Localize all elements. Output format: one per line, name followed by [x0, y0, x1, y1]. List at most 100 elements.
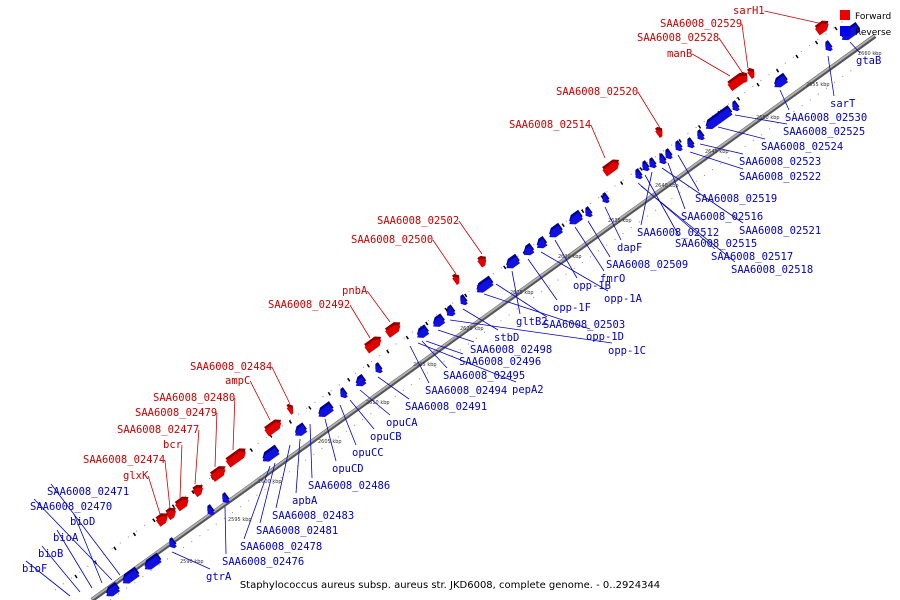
gene-label-sart[interactable]: sarT: [830, 98, 856, 110]
reverse-gene-block[interactable]: [119, 566, 141, 587]
gene-label-saa6008-02509[interactable]: SAA6008_02509: [606, 259, 688, 271]
gene-label-fmro[interactable]: fmrO: [600, 273, 625, 285]
reverse-gene-block[interactable]: [672, 140, 684, 153]
gene-label-bcr[interactable]: bcr: [163, 439, 182, 451]
gene-label-saa6008-02478[interactable]: SAA6008_02478: [240, 541, 322, 553]
forward-gene-block[interactable]: [164, 505, 179, 521]
forward-gene-block[interactable]: [285, 402, 296, 415]
reverse-gene-block[interactable]: [352, 373, 367, 389]
reverse-gene-block[interactable]: [646, 157, 658, 170]
reverse-gene-block[interactable]: [546, 222, 565, 241]
gene-label-saa6008-02503[interactable]: SAA6008_02503: [543, 319, 625, 331]
gene-label-saa6008-02498[interactable]: SAA6008_02498: [470, 344, 552, 356]
gene-label-opucd[interactable]: opuCD: [332, 463, 364, 475]
gene-label-saa6008-02476[interactable]: SAA6008_02476: [222, 556, 304, 568]
reverse-gene-block[interactable]: [822, 40, 834, 53]
gene-label-saa6008-02470[interactable]: SAA6008_02470: [30, 501, 112, 513]
forward-gene-block[interactable]: [451, 272, 463, 285]
forward-gene-block[interactable]: [746, 66, 758, 79]
gene-label-saa6008-02492[interactable]: SAA6008_02492: [268, 299, 350, 311]
forward-gene-block[interactable]: [191, 482, 206, 498]
forward-gene-block[interactable]: [814, 18, 833, 36]
gene-label-saa6008-02529[interactable]: SAA6008_02529: [660, 18, 742, 30]
reverse-gene-block[interactable]: [413, 324, 430, 340]
reverse-gene-block[interactable]: [662, 148, 674, 161]
reverse-gene-block[interactable]: [684, 137, 696, 150]
reverse-gene-block[interactable]: [443, 304, 457, 319]
reverse-gene-block[interactable]: [632, 168, 644, 181]
gene-label-dapf[interactable]: dapF: [617, 242, 642, 254]
gene-label-saa6008-02517[interactable]: SAA6008_02517: [711, 251, 793, 263]
gene-label-biof[interactable]: bioF: [22, 563, 47, 575]
gene-label-saa6008-02477[interactable]: SAA6008_02477: [117, 424, 199, 436]
gene-label-gtab[interactable]: gtaB: [856, 55, 881, 67]
reverse-gene-block[interactable]: [520, 242, 535, 258]
reverse-gene-block[interactable]: [473, 275, 495, 296]
reverse-gene-block[interactable]: [429, 313, 446, 329]
gene-label-saa6008-02495[interactable]: SAA6008_02495: [443, 370, 525, 382]
reverse-gene-block[interactable]: [694, 129, 706, 142]
reverse-gene-block[interactable]: [656, 153, 668, 166]
gene-label-opp-1a[interactable]: opp-1A: [604, 293, 643, 305]
gene-label-gltb2[interactable]: gltB2: [516, 316, 548, 328]
gene-label-opucc[interactable]: opuCC: [352, 447, 384, 459]
reverse-gene-block[interactable]: [457, 294, 469, 307]
gene-label-saa6008-02481[interactable]: SAA6008_02481: [256, 525, 338, 537]
gene-label-saa6008-02530[interactable]: SAA6008_02530: [785, 112, 867, 124]
gene-label-saa6008-02518[interactable]: SAA6008_02518: [731, 264, 813, 276]
gene-label-saa6008-02479[interactable]: SAA6008_02479: [135, 407, 217, 419]
gene-label-saa6008-02480[interactable]: SAA6008_02480: [153, 392, 235, 404]
gene-label-saa6008-02471[interactable]: SAA6008_02471: [47, 486, 129, 498]
reverse-gene-block[interactable]: [639, 160, 651, 173]
gene-label-saa6008-02484[interactable]: SAA6008_02484: [190, 361, 272, 373]
gene-label-saa6008-02483[interactable]: SAA6008_02483: [272, 510, 354, 522]
gene-label-saa6008-02525[interactable]: SAA6008_02525: [783, 126, 865, 138]
reverse-gene-block[interactable]: [204, 504, 216, 517]
gene-label-opp-1c[interactable]: opp-1C: [608, 345, 646, 357]
gene-label-opp-1f[interactable]: opp-1F: [553, 302, 591, 314]
forward-gene-block[interactable]: [224, 445, 249, 468]
forward-gene-block[interactable]: [174, 494, 193, 512]
forward-gene-block[interactable]: [601, 157, 623, 177]
gene-label-opp-1b[interactable]: opp-1B: [573, 280, 611, 292]
gene-label-pepa2[interactable]: pepA2: [512, 384, 544, 396]
gene-label-saa6008-02519[interactable]: SAA6008_02519: [695, 193, 777, 205]
forward-gene-block[interactable]: [654, 125, 666, 138]
gene-label-pnba[interactable]: pnbA: [342, 285, 368, 297]
reverse-gene-block[interactable]: [503, 253, 522, 272]
gene-label-saa6008-02474[interactable]: SAA6008_02474: [83, 454, 165, 466]
gene-label-saa6008-02521[interactable]: SAA6008_02521: [739, 225, 821, 237]
reverse-gene-block[interactable]: [166, 537, 178, 550]
gene-label-saa6008-02523[interactable]: SAA6008_02523: [739, 156, 821, 168]
forward-gene-block[interactable]: [476, 254, 490, 268]
gene-label-saa6008-02486[interactable]: SAA6008_02486: [308, 480, 390, 492]
reverse-gene-block[interactable]: [599, 192, 611, 205]
reverse-gene-block[interactable]: [582, 206, 594, 219]
gene-label-opucb[interactable]: opuCB: [370, 431, 402, 443]
gene-label-bioa[interactable]: bioA: [53, 532, 79, 544]
reverse-gene-block[interactable]: [566, 209, 585, 228]
gene-label-stbd[interactable]: stbD: [494, 332, 519, 344]
reverse-gene-block[interactable]: [259, 444, 281, 465]
gene-label-sarh1[interactable]: sarH1: [733, 5, 765, 17]
gene-label-saa6008-02494[interactable]: SAA6008_02494: [425, 385, 507, 397]
reverse-gene-block[interactable]: [315, 401, 335, 420]
gene-label-saa6008-02496[interactable]: SAA6008_02496: [459, 356, 541, 368]
forward-gene-block[interactable]: [209, 463, 229, 482]
reverse-gene-block[interactable]: [372, 362, 384, 375]
reverse-gene-block[interactable]: [337, 387, 349, 400]
forward-gene-block[interactable]: [363, 334, 385, 354]
forward-gene-block[interactable]: [263, 417, 285, 437]
gene-label-manb[interactable]: manB: [667, 48, 692, 60]
gene-label-saa6008-02500[interactable]: SAA6008_02500: [351, 234, 433, 246]
gene-label-saa6008-02515[interactable]: SAA6008_02515: [675, 238, 757, 250]
gene-label-saa6008-02502[interactable]: SAA6008_02502: [377, 215, 459, 227]
gene-label-saa6008-02524[interactable]: SAA6008_02524: [761, 141, 843, 153]
gene-label-biod[interactable]: bioD: [70, 516, 95, 528]
gene-label-saa6008-02528[interactable]: SAA6008_02528: [637, 32, 719, 44]
gene-label-saa6008-02514[interactable]: SAA6008_02514: [509, 119, 591, 131]
reverse-gene-block[interactable]: [729, 100, 741, 113]
reverse-gene-block[interactable]: [533, 235, 548, 251]
gene-label-saa6008-02516[interactable]: SAA6008_02516: [681, 211, 763, 223]
gene-label-gtra[interactable]: gtrA: [206, 571, 232, 583]
